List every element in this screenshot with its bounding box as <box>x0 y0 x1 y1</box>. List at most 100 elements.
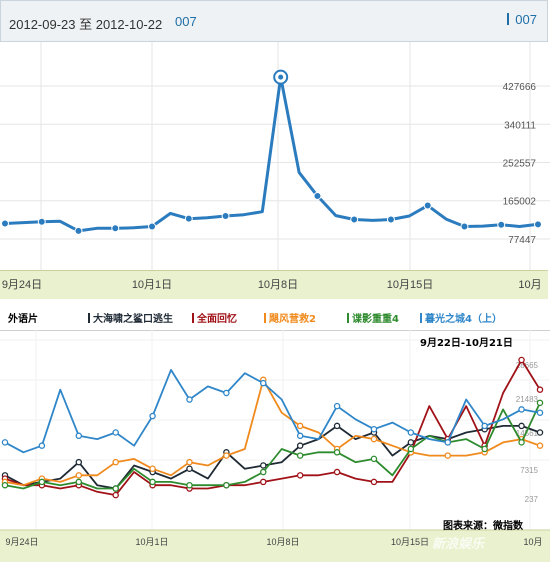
bottom-data-point <box>38 442 46 449</box>
legend-item-5[interactable]: 暮光之城4（上） <box>420 310 502 325</box>
bottom-data-point <box>296 432 304 440</box>
bottom-data-point <box>296 472 304 479</box>
top-x-axis-ticks: 9月24日 10月1日 10月8日 10月15日 10月 <box>2 279 542 291</box>
bottom-data-point <box>260 478 267 486</box>
bottom-data-point <box>260 462 267 469</box>
top-series-line <box>4 75 539 233</box>
top-data-point <box>386 215 395 224</box>
top-y-tick-label: 340111 <box>504 120 536 131</box>
bottom-series-line-5 <box>4 369 541 454</box>
bottom-data-point <box>518 439 525 446</box>
legend-label-1: 大海啸之鲨口逃生 <box>93 314 173 325</box>
bottom-y-tick-label: 14561 <box>516 429 539 438</box>
bottom-y-tick-label: 237 <box>525 495 539 504</box>
bottom-data-point <box>407 445 415 453</box>
top-x-axis-band <box>0 270 548 299</box>
top-x-tick-label: 10月15日 <box>387 279 433 291</box>
bottom-data-point <box>112 491 119 499</box>
bottom-data-point <box>536 429 544 436</box>
bottom-data-point <box>444 439 452 446</box>
legend-item-2[interactable]: 全面回忆 <box>192 310 237 325</box>
bottom-data-point <box>38 478 46 486</box>
bottom-x-tick-label: 10月1日 <box>135 537 168 547</box>
right-keyword-label: 007 <box>515 12 537 27</box>
top-x-tick-label: 10月 <box>518 279 541 291</box>
watermark: 新浪娱乐 <box>432 536 485 551</box>
bottom-data-point <box>186 465 193 472</box>
bottom-x-tick-label: 10月8日 <box>266 537 299 547</box>
bottom-data-point <box>370 455 378 463</box>
bottom-y-tick-label: 28665 <box>516 361 539 370</box>
bottom-data-point <box>112 429 119 436</box>
bottom-data-point <box>333 468 341 476</box>
bottom-data-point <box>75 478 83 486</box>
bottom-data-point <box>444 452 452 459</box>
bottom-data-point <box>536 442 544 449</box>
bottom-legend: 外语片 大海啸之鲨口逃生 全面回忆 飓风营救2 谍影重重4 暮光之城4（上） <box>0 300 550 331</box>
bottom-data-point <box>223 389 230 397</box>
legend-item-1[interactable]: 大海啸之鲨口逃生 <box>88 310 173 325</box>
bottom-data-point <box>223 452 230 459</box>
bottom-data-point <box>518 422 525 430</box>
bottom-y-tick-label: 21483 <box>516 395 539 404</box>
bottom-data-point <box>296 452 304 459</box>
bottom-data-point <box>75 432 83 440</box>
bottom-data-point <box>407 429 415 436</box>
bottom-data-point <box>333 402 341 410</box>
top-data-point <box>350 215 359 224</box>
legend-label-4: 谍影重重4 <box>352 314 399 325</box>
bottom-data-point <box>223 481 230 489</box>
bottom-data-point <box>370 435 378 443</box>
legend-label-5: 暮光之城4（上） <box>425 314 502 325</box>
bottom-chart-title: 9月22日-10月21日 <box>420 338 513 349</box>
top-x-tick-label: 9月24日 <box>2 279 42 291</box>
top-data-point <box>313 191 322 200</box>
legend-header: 外语片 <box>8 314 38 325</box>
bottom-data-point <box>370 478 378 486</box>
bottom-data-point <box>186 481 193 489</box>
bottom-data-point <box>149 465 156 472</box>
bottom-data-point <box>112 458 119 466</box>
top-data-point <box>184 214 193 223</box>
bottom-data-point <box>518 356 525 364</box>
top-data-point <box>37 217 46 226</box>
top-data-point <box>111 224 120 233</box>
top-y-tick-label: 77447 <box>508 235 536 246</box>
bottom-x-tick-label: 10月15日 <box>391 537 429 547</box>
top-y-tick-label: 165002 <box>503 197 537 208</box>
top-data-point <box>534 220 542 229</box>
top-x-tick-label: 10月8日 <box>258 279 298 291</box>
right-keyword-tag: 007 <box>507 12 537 27</box>
top-data-point <box>148 222 157 231</box>
bottom-data-point <box>481 422 488 430</box>
legend-item-3[interactable]: 飓风营救2 <box>264 310 316 325</box>
bottom-series-line-1 <box>4 425 541 490</box>
bottom-data-point <box>296 422 304 430</box>
bottom-data-point <box>296 442 304 449</box>
bottom-data-point <box>407 439 415 446</box>
bottom-data-point <box>1 439 9 446</box>
legend-label-2: 全面回忆 <box>197 314 237 325</box>
bottom-data-point <box>333 449 341 456</box>
bottom-chart-source: 图表来源：微指数 <box>443 521 523 532</box>
bottom-data-point <box>149 478 156 486</box>
bottom-x-axis-band <box>0 530 550 562</box>
bottom-data-point <box>536 399 544 407</box>
bottom-data-point <box>75 458 83 466</box>
top-trend-chart: 77447 165002 252557 340111 427666 <box>0 42 550 270</box>
top-header: 2012-09-23 至 2012-10-22 007 007 <box>0 0 548 42</box>
top-data-point <box>221 212 230 221</box>
top-y-tick-label: 427666 <box>503 82 537 93</box>
top-peak-marker-dot <box>278 74 284 80</box>
bottom-data-point <box>149 412 156 420</box>
legend-item-4[interactable]: 谍影重重4 <box>347 310 399 325</box>
bottom-data-point <box>536 409 544 416</box>
top-data-point <box>1 219 9 228</box>
bottom-x-tick-label: 9月24日 <box>5 537 38 547</box>
bottom-data-point <box>112 485 119 492</box>
top-data-point <box>460 222 469 231</box>
bottom-data-point <box>260 379 267 387</box>
bottom-data-point <box>518 406 525 413</box>
bottom-data-point <box>260 468 267 476</box>
date-range-label: 2012-09-23 至 2012-10-22 <box>9 17 163 32</box>
